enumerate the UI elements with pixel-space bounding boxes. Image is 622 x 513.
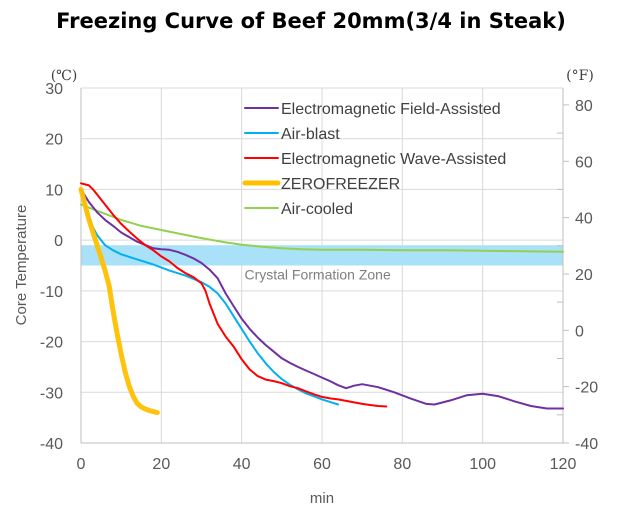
x-tick-label: 40 (233, 456, 251, 473)
y-axis-label: Core Temperature (13, 205, 30, 326)
legend-label: Air-blast (281, 126, 340, 143)
y-tick-label: 0 (54, 233, 63, 250)
y-tick-label: 30 (45, 81, 63, 98)
series-line-electromagnetic-field-assisted (80, 188, 564, 410)
crystal-formation-zone-label: Crystal Formation Zone (244, 267, 390, 283)
x-tick-label: 20 (152, 456, 170, 473)
y2-tick-label: 20 (575, 267, 593, 284)
chart-title: Freezing Curve of Beef 20mm(3/4 in Steak… (56, 9, 566, 33)
y2-tick-label: 60 (575, 154, 593, 171)
legend-label: Electromagnetic Wave-Assisted (281, 151, 506, 168)
legend: Electromagnetic Field-Assisted Air-blast E… (242, 101, 506, 218)
series-lines (78, 182, 564, 416)
x-tick-label: 100 (469, 456, 496, 473)
y2-tick-label: 40 (575, 211, 593, 228)
y-tick-label: 10 (45, 182, 63, 199)
x-tick-label: 0 (77, 456, 86, 473)
y-tick-label: -30 (40, 385, 63, 402)
left-axis-unit: (℃) (51, 68, 78, 84)
x-axis-label: min (310, 490, 334, 507)
y-tick-label: -20 (40, 335, 63, 352)
y2-tick-label: -20 (575, 380, 598, 397)
series-line-zerofreezer (78, 186, 160, 416)
series-line-electromagnetic-wave-assisted (80, 182, 388, 408)
legend-label: Air-cooled (281, 201, 353, 218)
y2-tick-label: 0 (575, 323, 584, 340)
legend-label: ZEROFREEZER (281, 176, 400, 193)
y-tick-label: -40 (40, 436, 63, 453)
axes (80, 88, 569, 444)
right-axis-unit: (°F) (566, 68, 594, 84)
y2-tick-label: -40 (575, 436, 598, 453)
x-tick-label: 120 (550, 456, 577, 473)
y-tick-label: -10 (40, 284, 63, 301)
x-tick-label: 60 (313, 456, 331, 473)
y2-tick-label: 80 (575, 98, 593, 115)
series-line-air-cooled (80, 203, 564, 253)
y-tick-label: 20 (45, 132, 63, 149)
x-tick-label: 80 (393, 456, 411, 473)
legend-label: Electromagnetic Field-Assisted (281, 101, 501, 118)
